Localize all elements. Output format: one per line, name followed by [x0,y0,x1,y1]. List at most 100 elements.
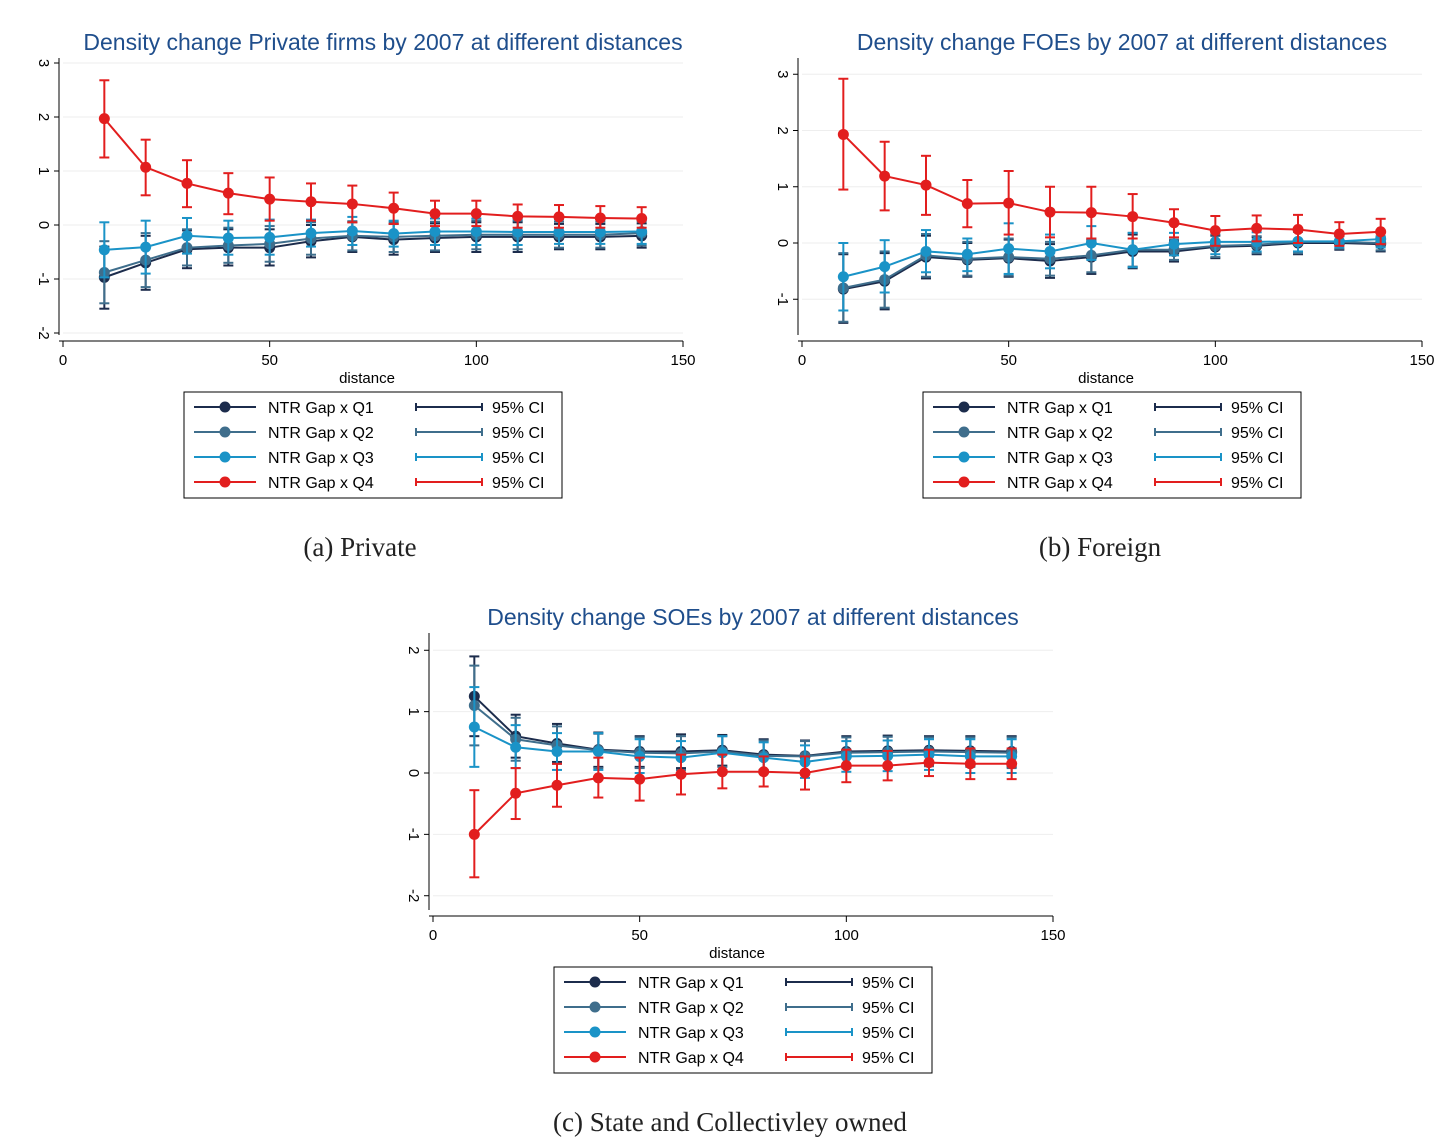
caption-foreign: (b) Foreign [1038,532,1162,562]
x-tick-label: 0 [429,927,437,944]
point-q4 [882,760,894,772]
point-q4 [1209,225,1221,237]
point-q3 [512,226,524,238]
point-q3 [222,232,234,244]
point-q3 [510,741,522,753]
legend-marker-q3 [219,451,231,463]
point-q3 [264,231,276,243]
series-q4 [98,79,648,229]
point-q3 [346,225,358,237]
y-tick-label: 0 [35,221,52,229]
point-q4 [716,766,728,778]
point-q3 [98,244,110,256]
point-q4 [140,161,152,173]
caption-private: (a) Private [303,532,417,562]
point-q4 [512,210,524,222]
point-q4 [923,757,935,769]
series-line-q4 [103,117,642,220]
point-q3 [961,248,973,260]
chart-private-svg: Density change Private firms by 2007 at … [35,29,696,499]
legend-marker-q2 [589,1001,601,1013]
x-axis-label: distance [1078,370,1134,387]
legend-ci-label-q4: 95% CI [862,1050,914,1067]
legend-ci-label-q3: 95% CI [862,1025,914,1042]
legend-label-q1: NTR Gap x Q1 [638,975,744,992]
legend: NTR Gap x Q1 95% CI NTR Gap x Q2 95% CI NTR … [922,391,1302,499]
point-q4 [636,213,648,225]
y-tick-label: 0 [774,239,791,247]
x-axis-label: distance [709,945,765,962]
point-q3 [305,227,317,239]
x-tick-label: 100 [464,352,489,369]
series-line-q4 [473,761,1012,836]
point-q4 [1127,211,1139,223]
point-q4 [799,767,811,779]
series-line-q2 [104,232,642,274]
legend-ci-label-q2: 95% CI [862,1000,914,1017]
legend-marker-q3 [589,1026,601,1038]
x-tick-label: 100 [1203,352,1228,369]
chart-foreign-svg: Density change FOEs by 2007 at different… [774,29,1435,499]
series-line-q3 [843,238,1381,278]
y-tick-label: -1 [774,293,791,306]
chart-private: Density change Private firms by 2007 at … [6,20,736,530]
point-q4 [222,187,234,199]
legend-label-q4: NTR Gap x Q4 [268,475,374,492]
x-tick-label: 0 [59,352,67,369]
point-q3 [429,225,441,237]
point-q4 [510,787,522,799]
legend-ci-label-q4: 95% CI [492,475,544,492]
chart-foreign: Density change FOEs by 2007 at different… [745,20,1450,530]
point-q3 [551,746,563,758]
legend-label-q2: NTR Gap x Q2 [638,1000,744,1017]
point-q4 [837,128,849,140]
point-q4 [264,193,276,205]
point-q3 [837,271,849,283]
x-tick-label: 0 [798,352,806,369]
point-q3 [1085,237,1097,249]
legend-ci-label-q2: 95% CI [492,425,544,442]
series-line-q1 [104,234,642,279]
point-q4 [594,212,606,224]
point-q4 [675,768,687,780]
series-line-q3 [104,229,642,251]
point-q4 [346,198,358,210]
point-q4 [1006,758,1018,770]
point-q4 [920,179,932,191]
legend-marker-q1 [219,401,231,413]
y-tick-label: 1 [405,707,422,715]
legend-ci-label-q1: 95% CI [1231,400,1283,417]
point-q4 [964,758,976,770]
series-line-q4 [842,133,1381,236]
x-tick-label: 150 [670,352,695,369]
point-q4 [551,779,563,791]
point-q3 [920,245,932,257]
y-tick-label: -2 [35,326,52,339]
series-q3 [837,222,1387,312]
point-q4 [1375,226,1387,238]
point-q3 [1168,238,1180,250]
series-line-q2 [473,704,1012,758]
legend-label-q1: NTR Gap x Q1 [268,400,374,417]
point-q4 [592,772,604,784]
legend-box [553,966,933,1074]
legend-ci-label-q1: 95% CI [862,975,914,992]
legend-label-q3: NTR Gap x Q3 [1007,450,1113,467]
chart-state-owned: Density change SOEs by 2007 at different… [376,595,1106,1105]
chart-state-owned-svg: Density change SOEs by 2007 at different… [405,604,1066,1074]
y-tick-label: -1 [35,272,52,285]
legend-box [183,391,563,499]
point-q4 [840,760,852,772]
chart-title: Density change FOEs by 2007 at different… [857,29,1387,55]
x-axis-label: distance [339,370,395,387]
y-tick-label: 0 [405,769,422,777]
x-tick-label: 150 [1409,352,1434,369]
point-q4 [961,198,973,210]
x-tick-label: 150 [1040,927,1065,944]
x-tick-label: 100 [834,927,859,944]
point-q3 [140,241,152,253]
legend-ci-label-q3: 95% CI [1231,450,1283,467]
point-q3 [1127,244,1139,256]
series-q4 [468,747,1018,879]
point-q4 [879,170,891,182]
